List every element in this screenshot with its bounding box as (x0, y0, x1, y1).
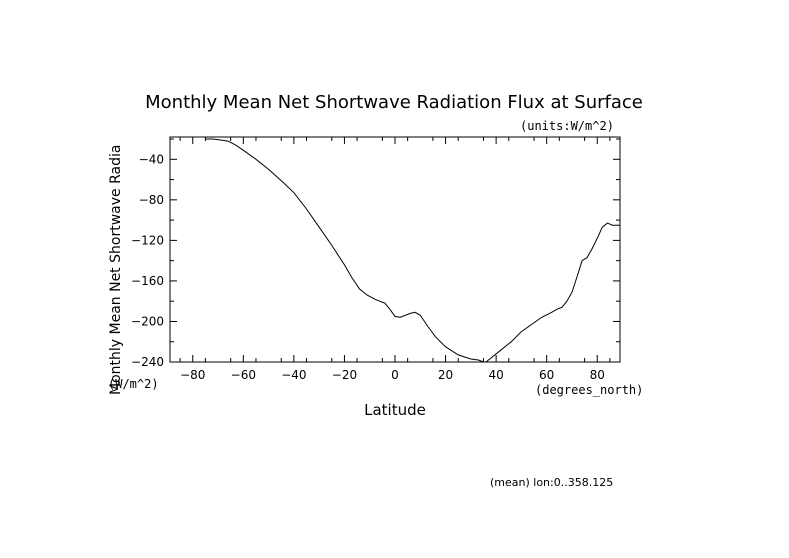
y-axis-units: (W/m^2) (108, 377, 159, 391)
y-tick-label: −240 (131, 355, 164, 369)
x-tick-label: 20 (438, 368, 453, 382)
y-axis-ticks: −40 −80 −120 −160 −200 −240 (131, 152, 620, 369)
x-tick-label: −60 (231, 368, 256, 382)
y-tick-label: −160 (131, 274, 164, 288)
x-axis-label: Latitude (364, 401, 426, 419)
y-axis-label: Monthly Mean Net Shortwave Radia (108, 145, 124, 395)
x-tick-label: 80 (590, 368, 605, 382)
x-tick-label: −20 (332, 368, 357, 382)
y-tick-label: −80 (139, 193, 164, 207)
chart-title: Monthly Mean Net Shortwave Radiation Flu… (145, 92, 643, 113)
footer-note: (mean) lon:0..358.125 (490, 476, 613, 489)
x-tick-label: 0 (391, 368, 399, 382)
series-line (205, 138, 620, 363)
x-tick-label: −40 (281, 368, 306, 382)
y-tick-label: −200 (131, 314, 164, 328)
x-tick-label: −80 (180, 368, 205, 382)
x-tick-label: 60 (539, 368, 554, 382)
x-axis-units: (degrees_north) (535, 383, 643, 397)
y-tick-label: −120 (131, 233, 164, 247)
x-axis-ticks: −80 −60 −40 −20 0 20 40 60 80 (180, 137, 605, 382)
units-label: (units:W/m^2) (520, 119, 614, 133)
x-tick-label: 40 (488, 368, 503, 382)
minor-ticks (170, 137, 620, 362)
y-tick-label: −40 (139, 152, 164, 166)
